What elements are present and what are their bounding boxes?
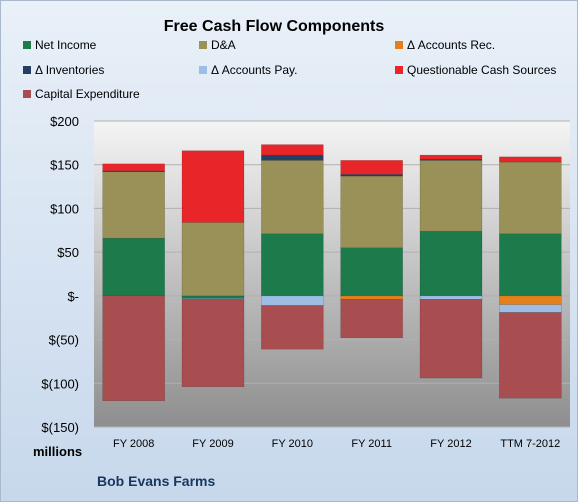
bar-segment: [181, 295, 245, 299]
bar-segment: [261, 233, 324, 297]
legend-swatch: [23, 90, 31, 98]
x-tick-label: FY 2008: [113, 438, 154, 450]
legend-label: Δ Accounts Pay.: [211, 63, 298, 77]
legend-label: Capital Expenditure: [35, 87, 140, 101]
legend-swatch: [199, 66, 207, 74]
bar-segment: [261, 144, 324, 156]
y-tick-label: $50: [57, 245, 79, 260]
legend-label: Δ Inventories: [35, 63, 104, 77]
chart-title: Free Cash Flow Components: [164, 18, 385, 35]
bar-segment: [499, 312, 562, 399]
legend-swatch: [395, 66, 403, 74]
bar-segment: [419, 299, 483, 379]
bar-segment: [340, 299, 403, 339]
bar-segment: [419, 160, 483, 232]
plot-area: [94, 121, 570, 427]
legend-label: Questionable Cash Sources: [407, 63, 556, 77]
y-axis-ticks: $200 $150 $100 $50 $- $(50) $(100) $(150): [41, 114, 79, 435]
y-tick-label: $(100): [41, 376, 79, 391]
bar-segment: [340, 174, 403, 177]
y-tick-label: $(150): [41, 420, 79, 435]
bar-segment: [340, 160, 403, 175]
x-tick-label: FY 2010: [272, 438, 313, 450]
units-label: millions: [33, 444, 82, 459]
bar-segment: [102, 163, 165, 172]
bar-segment: [419, 230, 483, 297]
y-tick-label: $-: [67, 289, 79, 304]
bar-segment: [181, 299, 245, 388]
bar-segment: [261, 154, 324, 161]
x-tick-label: FY 2011: [351, 438, 392, 450]
legend-swatch: [23, 66, 31, 74]
y-tick-label: $200: [50, 114, 79, 129]
legend-swatch: [199, 41, 207, 49]
bar-segment: [419, 154, 483, 160]
x-tick-label: FY 2009: [192, 438, 233, 450]
x-axis-ticks: FY 2008 FY 2009 FY 2010 FY 2011 FY 2012 TTM 7…: [113, 438, 560, 450]
bar-segment: [499, 161, 562, 235]
bar-segment: [181, 150, 245, 223]
bar-segment: [102, 171, 165, 239]
legend-swatch: [23, 41, 31, 49]
y-tick-label: $100: [50, 201, 79, 216]
bar-segment: [102, 295, 165, 402]
bar-segment: [340, 247, 403, 297]
y-tick-label: $(50): [49, 333, 79, 348]
bar-segment: [499, 156, 562, 163]
bar-segment: [181, 222, 245, 297]
bar-segment: [102, 237, 165, 297]
x-tick-label: FY 2012: [430, 438, 471, 450]
bar-segment: [261, 305, 324, 350]
legend-label: Δ Accounts Rec.: [407, 38, 495, 52]
y-tick-label: $150: [50, 158, 79, 173]
bars: [102, 144, 562, 402]
bar-segment: [419, 295, 483, 300]
bar-segment: [340, 175, 403, 249]
bar-segment: [499, 295, 562, 305]
legend-swatch: [395, 41, 403, 49]
legend-label: Net Income: [35, 38, 97, 52]
bar-segment: [261, 295, 324, 306]
legend-label: D&A: [211, 38, 236, 52]
x-tick-label: TTM 7-2012: [500, 438, 560, 450]
bar-segment: [499, 304, 562, 313]
bar-segment: [499, 233, 562, 297]
bar-segment: [261, 160, 324, 235]
gridlines: [94, 120, 570, 428]
legend: Net Income D&A Δ Accounts Rec. Δ Inventorie…: [23, 38, 556, 101]
source-label: Bob Evans Farms: [97, 473, 215, 489]
bar-segment: [340, 295, 403, 300]
